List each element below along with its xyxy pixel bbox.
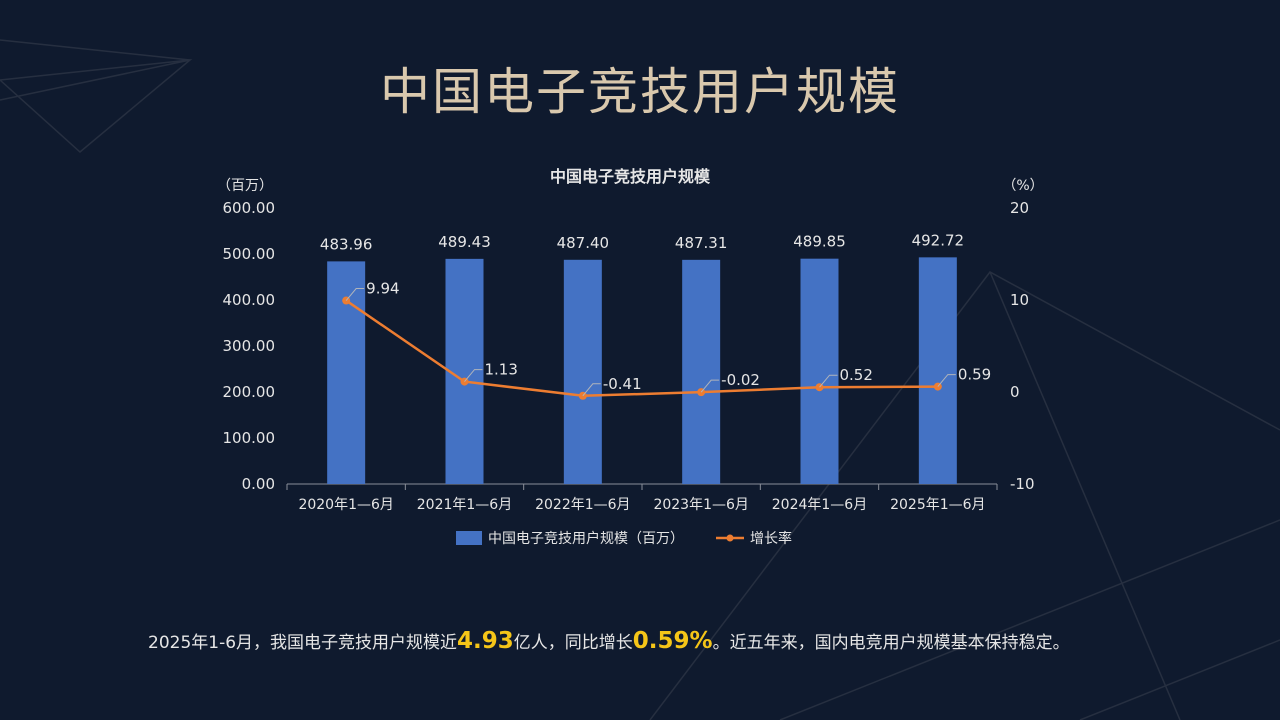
growth-data-label: 0.52 xyxy=(840,366,873,384)
bar xyxy=(682,259,721,484)
page-title: 中国电子竞技用户规模 xyxy=(380,63,900,121)
axes: 2020年1—6月 2021年1—6月 2022年1—6月 2023年1—6月 2024… xyxy=(223,199,1035,513)
summary-highlight-growth: 0.59% xyxy=(632,628,713,654)
x-tick-label: 2024年1—6月 xyxy=(772,497,867,513)
bar-data-label: 489.85 xyxy=(793,233,846,251)
growth-data-label: -0.02 xyxy=(721,371,760,389)
summary-part-3: 。近五年来，国内电竞用户规模基本保持稳定。 xyxy=(712,633,1070,653)
legend-bar-label: 中国电子竞技用户规模（百万） xyxy=(488,530,684,547)
bar-data-label: 487.31 xyxy=(675,234,728,252)
growth-label-leader xyxy=(819,374,838,388)
growth-line-layer: 9.94 1.13 -0.41 -0.02 0.52 0.59 xyxy=(342,280,991,400)
summary-text: 2025年1-6月，我国电子竞技用户规模近4.93亿人，同比增长0.59%。近五… xyxy=(148,628,1248,654)
growth-data-label: 1.13 xyxy=(485,361,518,379)
bar xyxy=(563,259,602,484)
legend: 中国电子竞技用户规模（百万） 增长率 xyxy=(456,530,792,547)
x-tick-label: 2020年1—6月 xyxy=(298,497,393,513)
growth-data-label: -0.41 xyxy=(603,375,642,393)
chart-title: 中国电子竞技用户规模 xyxy=(550,167,711,186)
growth-label-leader xyxy=(937,374,956,387)
y2-tick-label: -10 xyxy=(1010,475,1035,493)
growth-label-leader xyxy=(345,288,365,301)
y-tick-label: 500.00 xyxy=(223,245,276,263)
legend-line-label: 增长率 xyxy=(750,530,792,547)
growth-label-leader xyxy=(582,383,601,397)
bar xyxy=(918,257,957,484)
y-tick-label: 600.00 xyxy=(223,199,276,217)
x-tick-label: 2025年1—6月 xyxy=(890,497,985,513)
y-tick-label: 200.00 xyxy=(223,383,276,401)
summary-part-1: 2025年1-6月，我国电子竞技用户规模近 xyxy=(148,633,458,653)
growth-data-label: 9.94 xyxy=(366,280,399,298)
y2-tick-label: 0 xyxy=(1010,383,1020,401)
growth-data-label: 0.59 xyxy=(958,366,991,384)
y-tick-label: 100.00 xyxy=(223,429,276,447)
x-tick-label: 2021年1—6月 xyxy=(417,497,512,513)
growth-label-leader xyxy=(464,369,483,382)
bar-data-label: 489.43 xyxy=(438,233,491,251)
legend-bar-swatch xyxy=(456,531,482,545)
y-tick-label: 0.00 xyxy=(242,475,275,493)
bar xyxy=(800,258,839,484)
x-tick-label: 2023年1—6月 xyxy=(653,497,748,513)
bar-data-label: 487.40 xyxy=(557,234,610,252)
y-tick-label: 300.00 xyxy=(223,337,276,355)
y2-tick-label: 20 xyxy=(1010,199,1029,217)
bar-data-label: 492.72 xyxy=(912,231,965,249)
y2-axis-label: （%） xyxy=(1002,178,1043,194)
y-axis-label: （百万） xyxy=(217,178,273,194)
summary-part-2: 亿人，同比增长 xyxy=(513,633,633,653)
summary-highlight-users: 4.93 xyxy=(457,628,514,654)
x-tick-label: 2022年1—6月 xyxy=(535,497,630,513)
growth-label-leader xyxy=(700,379,720,393)
bars: 483.96 489.43 487.40 487.31 489.85 492.72 xyxy=(320,231,964,484)
bar xyxy=(327,261,366,484)
bar-data-label: 483.96 xyxy=(320,235,373,253)
y-tick-label: 400.00 xyxy=(223,291,276,309)
growth-line xyxy=(345,299,938,398)
y2-tick-label: 10 xyxy=(1010,291,1029,309)
legend-line-marker xyxy=(726,534,734,542)
